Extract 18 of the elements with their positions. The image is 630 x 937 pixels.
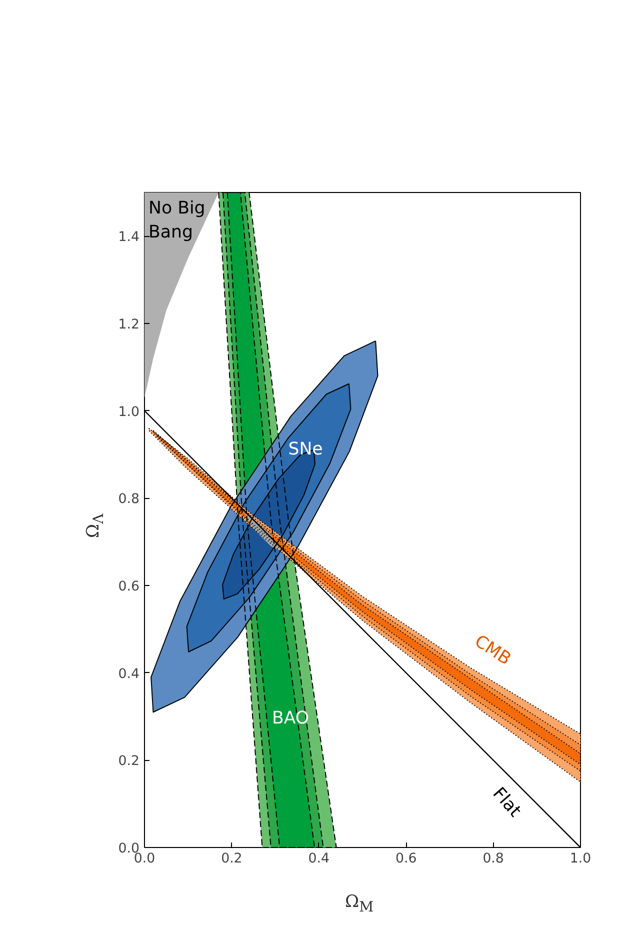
annotation: SNe	[288, 440, 323, 460]
x-tick-label: 0.4	[308, 852, 330, 866]
x-tick-label: 0.8	[482, 852, 504, 866]
y-tick-label: 0.8	[118, 492, 140, 508]
y-tick-label: 1.2	[118, 318, 140, 332]
y-tick-label: 1.4	[118, 230, 140, 246]
annotation: BAO	[272, 708, 310, 728]
y-tick-label: 0.4	[118, 666, 140, 682]
y-tick-label: 0.2	[118, 754, 140, 770]
x-tick-label: 0.6	[396, 852, 417, 866]
y-tick-label: 1.0	[118, 404, 140, 420]
x-tick-label: 0.2	[221, 852, 242, 866]
x-axis-title: Ω$_{M}$	[345, 891, 374, 918]
x-tick-label: 1.0	[570, 852, 592, 866]
y-tick-label: 0.6	[118, 580, 140, 594]
x-tick-label: 0.0	[134, 852, 156, 866]
annotation: CMB	[470, 631, 514, 670]
annotation: No Big Bang	[148, 198, 206, 242]
